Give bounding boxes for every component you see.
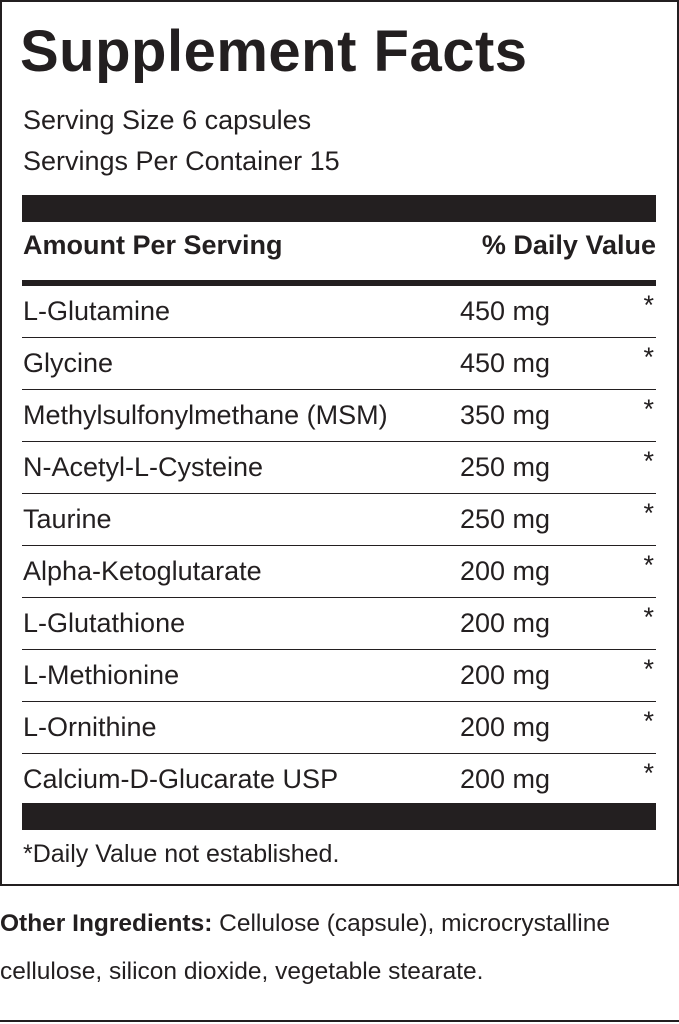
ingredient-name: L-Methionine	[23, 660, 180, 690]
ingredient-amount: 250 mg	[460, 504, 551, 534]
column-header: % Daily Value	[481, 230, 656, 260]
daily-value: *	[643, 290, 654, 320]
header-rule	[22, 280, 656, 286]
daily-value: *	[643, 498, 654, 528]
ingredient-row: Calcium-D-Glucarate USP 200 mg *	[22, 754, 656, 805]
ingredient-row: L-Ornithine 200 mg *	[22, 702, 656, 754]
ingredient-row: Methylsulfonylmethane (MSM) 350 mg *	[22, 390, 656, 442]
ingredient-row: L-Glutamine 450 mg *	[22, 286, 656, 338]
ingredient-name: L-Ornithine	[23, 712, 157, 742]
other-ingredients: Other Ingredients: Cellulose (capsule), …	[0, 900, 679, 996]
ingredient-name: Taurine	[23, 504, 112, 534]
daily-value: *	[643, 342, 654, 372]
serving-size: Serving Size 6 capsules	[23, 105, 312, 135]
daily-value: *	[643, 446, 654, 476]
ingredient-name: Glycine	[23, 348, 114, 378]
ingredient-amount: 200 mg	[460, 712, 551, 742]
thick-bar	[22, 195, 656, 222]
ingredient-amount: 200 mg	[460, 764, 551, 794]
ingredient-name: Alpha-Ketoglutarate	[23, 556, 262, 586]
ingredient-amount: 350 mg	[460, 400, 551, 430]
title: Supplement Facts	[20, 19, 528, 84]
ingredient-amount: 450 mg	[460, 348, 551, 378]
ingredient-row: L-Methionine 200 mg *	[22, 650, 656, 702]
servings-per-container: Servings Per Container 15	[23, 146, 340, 176]
ingredient-row: Taurine 250 mg *	[22, 494, 656, 546]
daily-value: *	[643, 394, 654, 424]
ingredient-name: Calcium-D-Glucarate USP	[23, 764, 339, 794]
ingredient-name: Methylsulfonylmethane (MSM)	[23, 400, 388, 430]
other-text: Cellulose (capsule), microcrystalline ce…	[0, 910, 610, 985]
other-label: Other Ingredients:	[0, 910, 213, 937]
daily-value: *	[643, 654, 654, 684]
ingredient-amount: 200 mg	[460, 556, 551, 586]
ingredient-name: N-Acetyl-L-Cysteine	[23, 452, 264, 482]
thick-bar	[22, 803, 656, 830]
ingredient-amount: 200 mg	[460, 608, 551, 638]
daily-value: *	[643, 758, 654, 788]
column-header: Amount Per Serving	[23, 230, 283, 260]
ingredient-amount: 250 mg	[460, 452, 551, 482]
ingredient-name: L-Glutathione	[23, 608, 186, 638]
ingredient-name: L-Glutamine	[23, 296, 171, 326]
ingredient-row: Glycine 450 mg *	[22, 338, 656, 390]
ingredient-row: L-Glutathione 200 mg *	[22, 598, 656, 650]
footnote: *Daily Value not established.	[23, 840, 340, 868]
bottom-rule	[0, 1020, 679, 1022]
daily-value: *	[643, 602, 654, 632]
daily-value: *	[643, 550, 654, 580]
facts-box	[0, 0, 679, 886]
ingredient-amount: 200 mg	[460, 660, 551, 690]
ingredient-row: N-Acetyl-L-Cysteine 250 mg *	[22, 442, 656, 494]
daily-value: *	[643, 706, 654, 736]
ingredient-amount: 450 mg	[460, 296, 551, 326]
ingredient-row: Alpha-Ketoglutarate 200 mg *	[22, 546, 656, 598]
